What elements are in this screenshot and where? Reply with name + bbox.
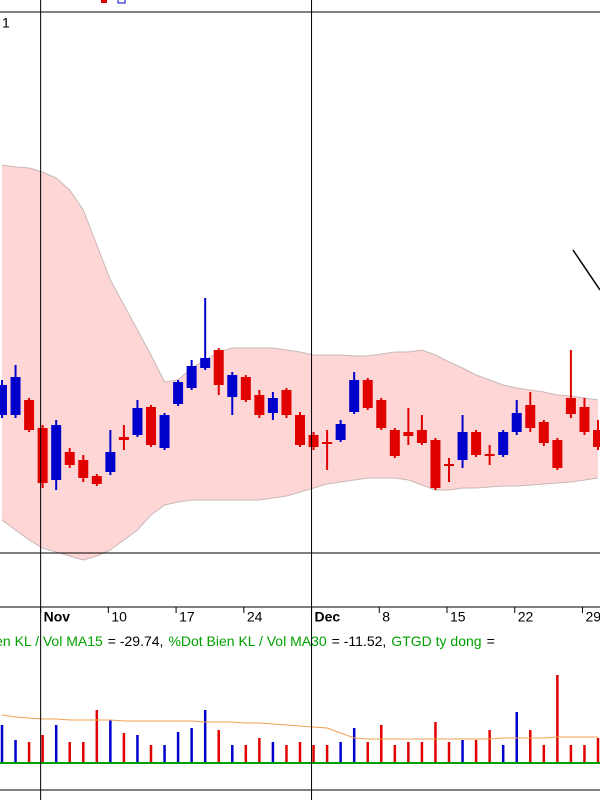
x-tick-label: 10 xyxy=(111,609,127,625)
legend-swatch xyxy=(101,0,107,3)
candle-body xyxy=(213,350,224,385)
candle-body xyxy=(10,377,21,415)
x-tick-label: 22 xyxy=(518,609,534,625)
candle-body xyxy=(227,375,238,397)
candle-body xyxy=(240,377,251,400)
x-tick-label: 24 xyxy=(247,609,263,625)
candle-body xyxy=(430,440,441,488)
corner-text: 1 xyxy=(2,15,10,31)
candle-body xyxy=(91,476,102,484)
candle-body xyxy=(173,382,184,404)
x-tick-label: 15 xyxy=(450,609,466,625)
candle-body xyxy=(64,452,75,465)
candle-body xyxy=(267,398,278,413)
candle-body xyxy=(308,435,319,447)
x-tick-label: 8 xyxy=(382,609,390,625)
candle-body xyxy=(281,390,292,415)
candle-body xyxy=(416,430,427,443)
candle-body xyxy=(335,424,346,440)
candle-body xyxy=(525,405,536,428)
candle-body xyxy=(552,440,563,468)
volume-ma xyxy=(1,714,598,740)
x-tick-label: 29 xyxy=(585,609,600,625)
candle-body xyxy=(593,430,600,447)
indicator-text: = -29.74, xyxy=(108,633,164,649)
candle-body xyxy=(444,464,454,466)
indicator-text: GTGD ty dong xyxy=(391,633,481,649)
x-tick-label: Dec xyxy=(315,609,341,625)
indicator-text: %Dot Bien KL / Vol MA30 xyxy=(168,633,326,649)
candle-body xyxy=(295,415,305,445)
candle-body xyxy=(200,358,211,368)
candle-body xyxy=(457,432,468,460)
candle-body xyxy=(159,415,170,448)
candle-body xyxy=(565,398,576,414)
candle-body xyxy=(186,366,197,388)
band-lower xyxy=(1,477,599,561)
candle-body xyxy=(362,380,373,408)
candle-body xyxy=(37,428,48,483)
candle-body xyxy=(484,454,495,456)
trend-line xyxy=(572,249,600,291)
legend-swatch xyxy=(117,0,126,4)
candle-body xyxy=(498,432,509,455)
indicator-text: ien KL / Vol MA15 xyxy=(0,633,103,649)
candle-body xyxy=(376,400,387,428)
candle-body xyxy=(471,432,482,455)
candle-body xyxy=(389,430,400,456)
x-tick-label: Nov xyxy=(44,609,71,625)
candle-body xyxy=(132,408,143,435)
candle-body xyxy=(511,413,522,432)
candle-body xyxy=(118,437,129,440)
indicator-text: = -11.52, xyxy=(332,633,387,649)
candle-body xyxy=(78,460,89,478)
candle-body xyxy=(0,385,7,415)
candle-body xyxy=(579,407,590,432)
band-upper xyxy=(1,164,599,401)
candle-body xyxy=(254,395,265,415)
candle-body xyxy=(51,425,62,480)
x-tick-label: 17 xyxy=(179,609,195,625)
candle-body xyxy=(538,422,549,443)
indicator-text: = xyxy=(487,633,495,649)
indicator-line: ien KL / Vol MA15 = -29.74, %Dot Bien KL /… xyxy=(0,633,495,649)
candle-body xyxy=(146,407,156,445)
candle-body xyxy=(24,400,35,430)
candle-body xyxy=(403,432,414,436)
candle-body xyxy=(349,380,360,412)
candle-body xyxy=(322,442,333,444)
candle-body xyxy=(105,452,116,472)
